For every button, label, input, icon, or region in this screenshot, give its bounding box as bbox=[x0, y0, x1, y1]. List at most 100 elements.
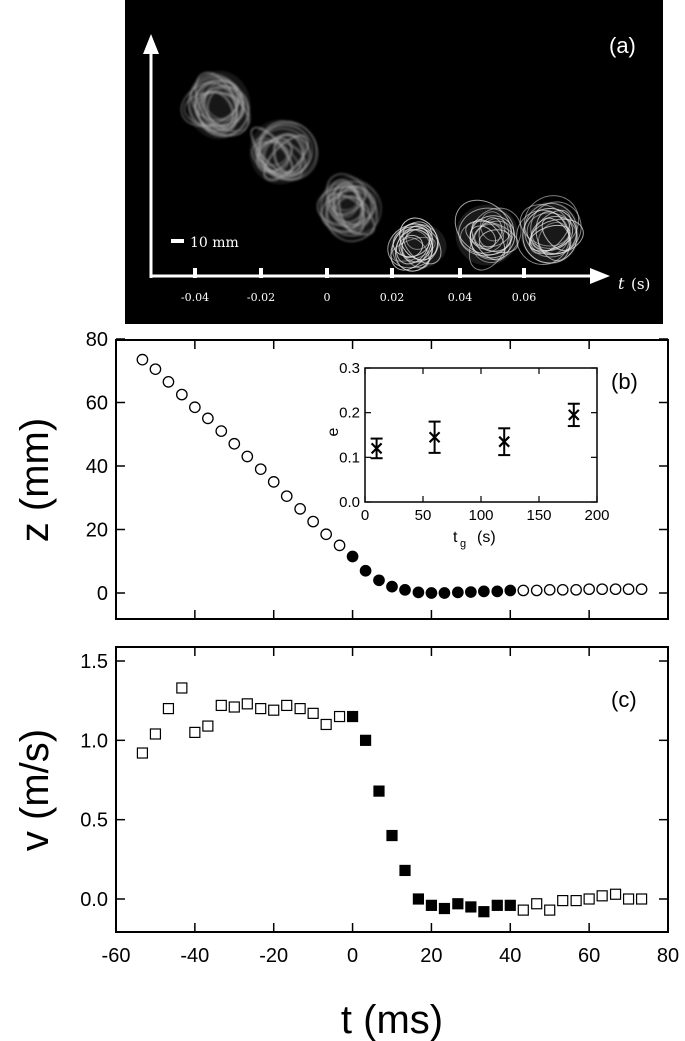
data-point-filled-circle bbox=[425, 587, 438, 599]
data-point-open-square bbox=[635, 893, 648, 905]
data-point-open-circle bbox=[609, 583, 622, 596]
data-point-filled-circle bbox=[504, 584, 517, 597]
inset-errorbar-point bbox=[428, 420, 441, 454]
data-point-open-circle bbox=[543, 583, 556, 596]
y-tick-label-b: 20 bbox=[86, 520, 108, 542]
data-point-open-square bbox=[136, 747, 149, 759]
particle-snapshot bbox=[387, 217, 447, 272]
inset-axis-ticks: 0 50 100 150 200 0.0 0.1 0.2 0.3 bbox=[339, 360, 609, 524]
particle-snapshot bbox=[317, 173, 382, 242]
data-point-filled-square bbox=[399, 864, 411, 877]
fiber-strand bbox=[390, 221, 433, 271]
data-point-open-circle bbox=[294, 503, 306, 515]
inset-frame bbox=[364, 367, 598, 503]
data-point-filled-square bbox=[465, 901, 477, 913]
fiber-strand bbox=[522, 208, 578, 264]
fiber-strand bbox=[256, 127, 310, 179]
y-axis-label-c: v (m/s) bbox=[13, 729, 57, 851]
data-point-filled-circle bbox=[412, 586, 425, 599]
chart-panel-c: 0.0 0.5 1.0 1.5 -60 -40 -20 0 20 40 60 80 (c) v (m/… bbox=[13, 646, 679, 1041]
y-tick-label-c: 0.0 bbox=[80, 889, 108, 911]
fiber-strand bbox=[326, 173, 373, 226]
y-axis-label-b: z (mm) bbox=[13, 418, 57, 542]
data-point-filled-circle bbox=[491, 585, 504, 598]
axis-ticks-c: 0.0 0.5 1.0 1.5 -60 -40 -20 0 20 40 60 80 bbox=[80, 647, 679, 967]
data-point-open-square bbox=[517, 904, 529, 916]
photo-tick-mark bbox=[458, 268, 462, 278]
x-tick-label-c: -20 bbox=[259, 945, 288, 967]
inset-x-tick-label: 50 bbox=[415, 507, 432, 524]
data-point-open-circle bbox=[175, 388, 188, 401]
fiber-strand bbox=[195, 91, 249, 136]
data-point-filled-square bbox=[438, 902, 451, 915]
fiber-strand bbox=[541, 217, 572, 251]
data-point-open-circle bbox=[202, 412, 214, 425]
particle-snapshot bbox=[454, 199, 522, 271]
data-points-b bbox=[136, 353, 648, 599]
data-point-open-square bbox=[544, 904, 556, 916]
fiber-strand bbox=[273, 133, 304, 174]
data-points-c bbox=[136, 682, 648, 918]
data-point-open-circle bbox=[320, 528, 333, 541]
inset-errorbar-point bbox=[370, 437, 383, 460]
photo-tick-label: 0.02 bbox=[380, 291, 405, 304]
x-tick-label-c: -40 bbox=[180, 945, 209, 967]
data-point-filled-circle bbox=[346, 550, 359, 563]
x-tick-label-c: 40 bbox=[499, 945, 521, 967]
data-point-filled-circle bbox=[359, 564, 372, 577]
inset-y-tick-label: 0.2 bbox=[339, 405, 360, 422]
data-point-open-square bbox=[255, 702, 267, 715]
data-point-open-square bbox=[268, 704, 280, 716]
fiber-strand bbox=[263, 133, 305, 174]
axis-ticks-b: 0 20 40 60 80 bbox=[86, 329, 669, 619]
fiber-strand bbox=[262, 134, 312, 177]
data-point-open-circle bbox=[228, 437, 241, 450]
fiber-strand bbox=[480, 211, 506, 242]
data-point-open-circle bbox=[517, 584, 530, 597]
data-point-open-square bbox=[202, 720, 214, 732]
data-point-open-square bbox=[176, 682, 188, 694]
data-point-filled-square bbox=[452, 898, 464, 910]
fiber-strand bbox=[478, 217, 503, 248]
inset-y-tick-label: 0.1 bbox=[339, 449, 360, 466]
data-point-open-circle bbox=[189, 401, 201, 414]
fiber-strand bbox=[390, 236, 436, 262]
data-point-filled-square bbox=[478, 906, 490, 918]
fiber-strand bbox=[454, 199, 513, 256]
inset-x-axis-subscript: g bbox=[460, 538, 466, 550]
photo-tick-label: -0.02 bbox=[247, 291, 275, 304]
x-axis-label: t (ms) bbox=[341, 998, 443, 1041]
data-point-open-circle bbox=[215, 425, 228, 437]
photo-tick-mark bbox=[259, 268, 263, 278]
data-point-open-square bbox=[557, 894, 569, 907]
x-marker bbox=[428, 431, 441, 444]
data-point-filled-circle bbox=[438, 587, 451, 599]
x-marker bbox=[568, 409, 580, 421]
data-point-open-square bbox=[241, 698, 253, 710]
data-point-open-square bbox=[622, 893, 635, 905]
data-point-open-circle bbox=[149, 363, 162, 376]
inset-chart: 0 50 100 150 200 0.0 0.1 0.2 0.3 e t g (s) bbox=[325, 360, 610, 550]
particle-snapshot bbox=[515, 195, 584, 265]
data-point-open-circle bbox=[596, 583, 609, 596]
panel-b-label: (b) bbox=[611, 369, 638, 394]
data-point-filled-square bbox=[504, 899, 516, 911]
time-axis-unit: (s) bbox=[631, 275, 650, 293]
panel-c-label: (c) bbox=[611, 687, 637, 712]
data-point-filled-square bbox=[425, 899, 438, 911]
fiber-strand bbox=[530, 216, 574, 252]
inset-errorbar-point bbox=[498, 427, 511, 457]
data-point-open-circle bbox=[622, 583, 635, 596]
x-tick-label-c: 20 bbox=[420, 945, 442, 967]
panel-a-label: (a) bbox=[609, 33, 636, 58]
data-point-open-square bbox=[215, 699, 227, 712]
x-tick-label-c: 80 bbox=[657, 945, 679, 967]
data-point-filled-square bbox=[386, 829, 398, 842]
fiber-strand bbox=[253, 137, 303, 181]
data-point-open-square bbox=[281, 699, 293, 712]
fiber-strand bbox=[333, 181, 359, 218]
data-point-open-square bbox=[294, 702, 306, 715]
y-tick-label-b: 40 bbox=[86, 456, 108, 478]
photo-tick-label: 0 bbox=[324, 291, 331, 304]
